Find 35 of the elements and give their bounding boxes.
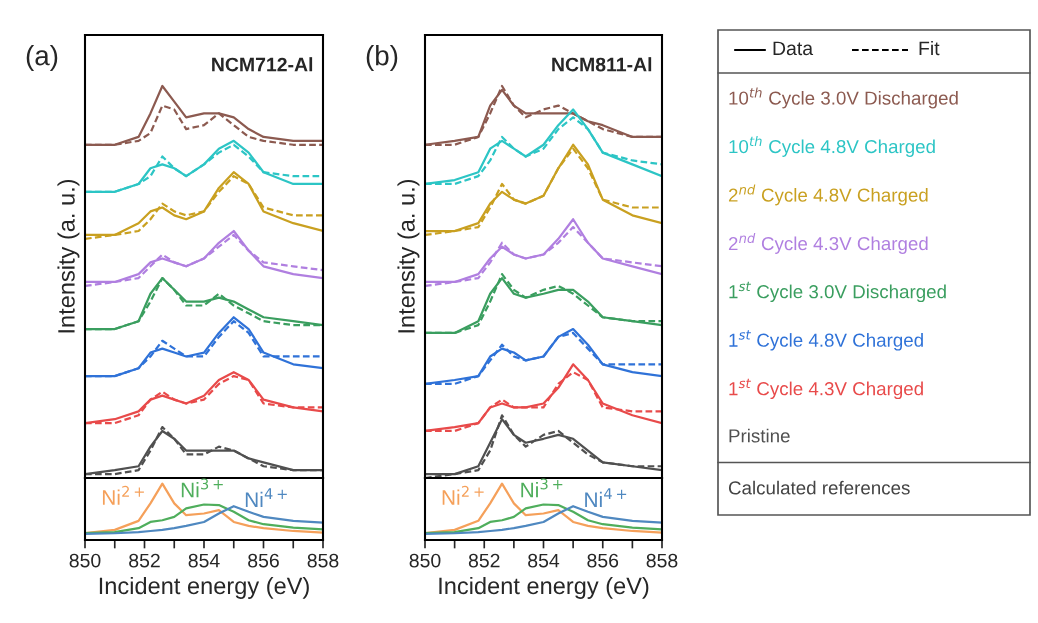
text: 1$^{st}$ Cycle 4.3V Charged (729, 378, 923, 400)
chart-title: (b) (366, 45, 398, 71)
series-label: Ni$^{2+}$ (102, 485, 144, 505)
text: 10$^{th}$ Cycle 3.0V Discharged (729, 87, 958, 109)
x-axis-title: Incident energy (eV) (439, 576, 649, 599)
x-tick-label: 852 (468, 553, 500, 568)
x-axis-title: Incident energy (eV) (99, 576, 309, 599)
text: 2$^{nd}$ Cycle 4.8V Charged (728, 184, 928, 206)
series-label: Ni$^{2+}$ (442, 485, 484, 505)
series-label: Ni$^{4+}$ (585, 488, 627, 507)
x-tick-label: 858 (646, 553, 678, 568)
x-tick-label: 856 (248, 553, 279, 568)
text: 10$^{th}$ Cycle 4.8V Charged (729, 135, 935, 157)
text: Fit (919, 40, 940, 56)
text: 1$^{st}$ Cycle 4.8V Charged (729, 330, 923, 351)
x-tick-label: 854 (188, 553, 220, 568)
text: Data (773, 41, 814, 56)
x-tick-label: 856 (587, 553, 619, 568)
text: 2$^{nd}$ Cycle 4.3V Charged (728, 232, 928, 254)
text: 1$^{st}$ Cycle 3.0V Discharged (729, 281, 946, 303)
y-axis-title: Intensity (a. u.) (57, 179, 80, 333)
chart-title: (a) (26, 45, 58, 71)
x-tick-label: 854 (528, 553, 560, 568)
series-label: Ni$^{3+}$ (521, 478, 563, 498)
x-tick-label: 852 (129, 553, 160, 568)
text: Pristine (729, 428, 790, 443)
x-tick-label: 850 (409, 553, 441, 568)
y-axis-title: Intensity (a. u.) (397, 179, 420, 333)
x-tick-label: 850 (69, 553, 101, 568)
series-label: Ni$^{4+}$ (245, 488, 287, 507)
series-label: Ni$^{3+}$ (181, 478, 223, 498)
chart-subtitle: NCM712-Al (212, 57, 313, 72)
text: Calculated references (728, 480, 910, 495)
x-tick-label: 858 (307, 553, 339, 568)
chart-subtitle: NCM811-Al (552, 57, 652, 72)
